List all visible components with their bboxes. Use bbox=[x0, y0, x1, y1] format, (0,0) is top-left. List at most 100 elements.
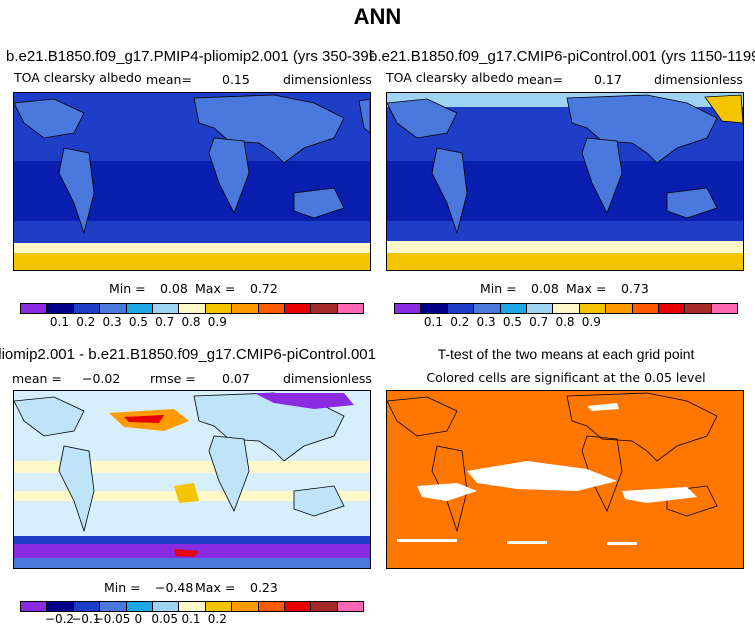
panel1-variable: TOA clearsky albedo bbox=[14, 70, 142, 85]
colorbar-swatch-9 bbox=[632, 304, 659, 313]
colorbar-swatch-1 bbox=[47, 304, 74, 313]
colorbar-swatch-8 bbox=[232, 602, 259, 611]
panel3-mean-value: −0.02 bbox=[82, 371, 121, 386]
colorbar-tick-label: −0.1 bbox=[71, 612, 101, 626]
panel1-min-label: Min = bbox=[109, 281, 146, 296]
colorbar-tick-label: 0.1 bbox=[49, 315, 69, 329]
colorbar-tick-label: 0.05 bbox=[151, 612, 179, 626]
colorbar-swatch-4 bbox=[126, 304, 153, 313]
panel3-map bbox=[13, 390, 371, 569]
panel1-units: dimensionless bbox=[283, 72, 372, 87]
panel1-mean-value: 0.15 bbox=[222, 72, 250, 87]
panel1-max-label: Max = bbox=[195, 281, 236, 296]
colorbar-swatch-5 bbox=[526, 304, 554, 313]
colorbar-swatch-10 bbox=[284, 602, 312, 611]
panel3-rmse-value: 0.07 bbox=[222, 371, 250, 386]
colorbar-tick-label: 0.7 bbox=[529, 315, 549, 329]
panel3-case-title: b.e21.B1850.f09_g17.PMIP4-pliomip2.001 -… bbox=[0, 346, 376, 363]
colorbar-tick-label: 0.9 bbox=[207, 315, 227, 329]
colorbar-tick-label: 0.2 bbox=[76, 315, 96, 329]
colorbar-tick-label: 0.3 bbox=[102, 315, 122, 329]
colorbar-swatch-1 bbox=[421, 304, 448, 313]
colorbar-swatch-11 bbox=[311, 304, 338, 313]
panel2-min-value: 0.08 bbox=[531, 281, 559, 296]
colorbar-tick-label: 0.8 bbox=[181, 315, 201, 329]
colorbar-tick-label: 0.2 bbox=[450, 315, 470, 329]
colorbar-tick-label: 0.1 bbox=[423, 315, 443, 329]
panel3-max-value: 0.23 bbox=[250, 580, 278, 595]
colorbar-swatch-6 bbox=[179, 304, 206, 313]
panel3-max-label: Max = bbox=[195, 580, 236, 595]
colorbar-swatch-12 bbox=[337, 304, 364, 313]
colorbar-swatch-2 bbox=[73, 602, 101, 611]
panel3-mean-label: mean = bbox=[12, 371, 62, 386]
colorbar-tick-label: 0.5 bbox=[128, 315, 148, 329]
colorbar-swatch-4 bbox=[500, 304, 527, 313]
panel2-variable: TOA clearsky albedo bbox=[386, 70, 514, 85]
panel2-max-label: Max = bbox=[566, 281, 607, 296]
panel3-rmse-label: rmse = bbox=[150, 371, 196, 386]
panel2-map bbox=[386, 92, 744, 271]
colorbar-swatch-2 bbox=[447, 304, 475, 313]
colorbar-swatch-11 bbox=[685, 304, 712, 313]
colorbar-tick-label: 0.2 bbox=[207, 612, 227, 626]
panel4-map bbox=[386, 390, 744, 569]
colorbar-swatch-0 bbox=[21, 304, 48, 313]
panel2-min-label: Min = bbox=[480, 281, 517, 296]
panel2-case-title: b.e21.B1850.f09_g17.CMIP6-piControl.001 … bbox=[369, 48, 755, 65]
colorbar-swatch-0 bbox=[395, 304, 422, 313]
panel2-mean-value: 0.17 bbox=[594, 72, 622, 87]
colorbar-swatch-5 bbox=[152, 304, 180, 313]
panel1-map bbox=[13, 92, 371, 271]
colorbar-tick-label: 0.7 bbox=[155, 315, 175, 329]
colorbar-swatch-12 bbox=[711, 304, 738, 313]
panel3-min-value: −0.48 bbox=[155, 580, 194, 595]
colorbar-tick-label: 0.5 bbox=[502, 315, 522, 329]
colorbar-swatch-7 bbox=[579, 304, 607, 313]
colorbar-swatch-6 bbox=[179, 602, 206, 611]
colorbar-swatch-3 bbox=[100, 304, 127, 313]
colorbar-swatch-3 bbox=[474, 304, 501, 313]
panel3-colorbar-ticks: −0.2 −0.1 −0.05 0 0.05 0.1 0.2 bbox=[20, 612, 362, 628]
colorbar-swatch-9 bbox=[258, 304, 285, 313]
panel2-mean-label: mean= bbox=[517, 72, 563, 87]
panel2-colorbar-ticks: 0.1 0.2 0.3 0.5 0.7 0.8 0.9 bbox=[394, 315, 736, 331]
panel2-max-value: 0.73 bbox=[621, 281, 649, 296]
colorbar-swatch-1 bbox=[47, 602, 74, 611]
panel3-units: dimensionless bbox=[283, 371, 372, 386]
panel4-title: T-test of the two means at each grid poi… bbox=[437, 346, 695, 362]
panel3-min-label: Min = bbox=[104, 580, 141, 595]
panel1-max-value: 0.72 bbox=[250, 281, 278, 296]
panel1-case-title: b.e21.B1850.f09_g17.PMIP4-pliomip2.001 (… bbox=[6, 48, 374, 65]
colorbar-swatch-0 bbox=[21, 602, 48, 611]
panel1-colorbar-ticks: 0.1 0.2 0.3 0.5 0.7 0.8 0.9 bbox=[20, 315, 362, 331]
colorbar-swatch-5 bbox=[152, 602, 180, 611]
colorbar-swatch-7 bbox=[205, 602, 233, 611]
colorbar-swatch-2 bbox=[73, 304, 101, 313]
panel3-colorbar bbox=[20, 601, 364, 612]
panel2-colorbar bbox=[394, 303, 738, 314]
colorbar-swatch-6 bbox=[553, 304, 580, 313]
colorbar-swatch-8 bbox=[606, 304, 633, 313]
panel4-subtitle: Colored cells are significant at the 0.0… bbox=[426, 370, 706, 385]
colorbar-swatch-4 bbox=[126, 602, 153, 611]
colorbar-swatch-10 bbox=[658, 304, 686, 313]
colorbar-swatch-9 bbox=[258, 602, 285, 611]
colorbar-swatch-11 bbox=[311, 602, 338, 611]
colorbar-swatch-3 bbox=[100, 602, 127, 611]
colorbar-tick-label: 0.3 bbox=[476, 315, 496, 329]
panel2-units: dimensionless bbox=[654, 72, 743, 87]
colorbar-tick-label: 0.9 bbox=[581, 315, 601, 329]
main-title: ANN bbox=[353, 4, 402, 29]
panel1-colorbar bbox=[20, 303, 364, 314]
colorbar-tick-label: −0.2 bbox=[44, 612, 75, 626]
colorbar-tick-label: 0.1 bbox=[181, 612, 201, 626]
colorbar-swatch-10 bbox=[284, 304, 312, 313]
panel1-mean-label: mean= bbox=[146, 72, 192, 87]
panel1-min-value: 0.08 bbox=[160, 281, 188, 296]
colorbar-swatch-8 bbox=[232, 304, 259, 313]
panel3-case-title-viewport: b.e21.B1850.f09_g17.PMIP4-pliomip2.001 -… bbox=[0, 346, 376, 366]
colorbar-swatch-7 bbox=[205, 304, 233, 313]
colorbar-swatch-12 bbox=[337, 602, 364, 611]
colorbar-tick-label: 0 bbox=[134, 612, 143, 626]
